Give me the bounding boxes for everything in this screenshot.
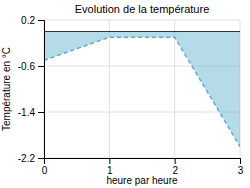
chart-container: 0 1 2 3 0.2 -0.6 -1.4 -2.2 Evolution de la tempé… [0, 0, 250, 188]
chart-svg: 0 1 2 3 0.2 -0.6 -1.4 -2.2 Evolution de la tempé… [0, 0, 250, 188]
plot-root: 0 1 2 3 0.2 -0.6 -1.4 -2.2 [18, 15, 244, 176]
grid [44, 20, 240, 158]
tick-mark [38, 112, 44, 113]
baseline [44, 31, 240, 32]
tick: 2 [172, 158, 178, 176]
grid-line-y [44, 20, 240, 21]
tick: -2.2 [18, 153, 44, 164]
tick-label: -0.6 [18, 61, 36, 72]
tick: 0 [42, 158, 48, 176]
y-axis: 0.2 -0.6 -1.4 -2.2 [18, 15, 45, 164]
x-axis-title: heure par heure [106, 175, 178, 186]
tick-mark [109, 158, 110, 164]
axis-domain [45, 159, 241, 165]
tick-mark [175, 158, 176, 164]
x-axis: 0 1 2 3 [42, 158, 244, 176]
marks [44, 32, 240, 147]
line [44, 37, 240, 146]
tick-label: 3 [238, 165, 244, 176]
tick-label: -2.2 [18, 153, 36, 164]
area [44, 32, 240, 147]
tick-mark [38, 158, 44, 159]
tick: 1 [107, 158, 113, 176]
tick-mark [240, 158, 241, 164]
tick: -0.6 [18, 61, 44, 72]
tick-mark [38, 20, 44, 21]
tick-label: 0.2 [21, 15, 35, 26]
grid-line-x [109, 20, 110, 158]
grid-line-x [174, 20, 175, 158]
tick: 0.2 [21, 15, 44, 26]
tick: -1.4 [18, 107, 44, 118]
y-axis-title: Température en °C [1, 47, 12, 131]
tick-mark [38, 66, 44, 67]
tick-label: -1.4 [18, 107, 36, 118]
grid-line-y [44, 112, 240, 113]
tick-label: 0 [42, 165, 48, 176]
axis-domain [38, 21, 45, 159]
tick: 3 [238, 158, 244, 176]
title: Evolution de la température [75, 3, 210, 15]
